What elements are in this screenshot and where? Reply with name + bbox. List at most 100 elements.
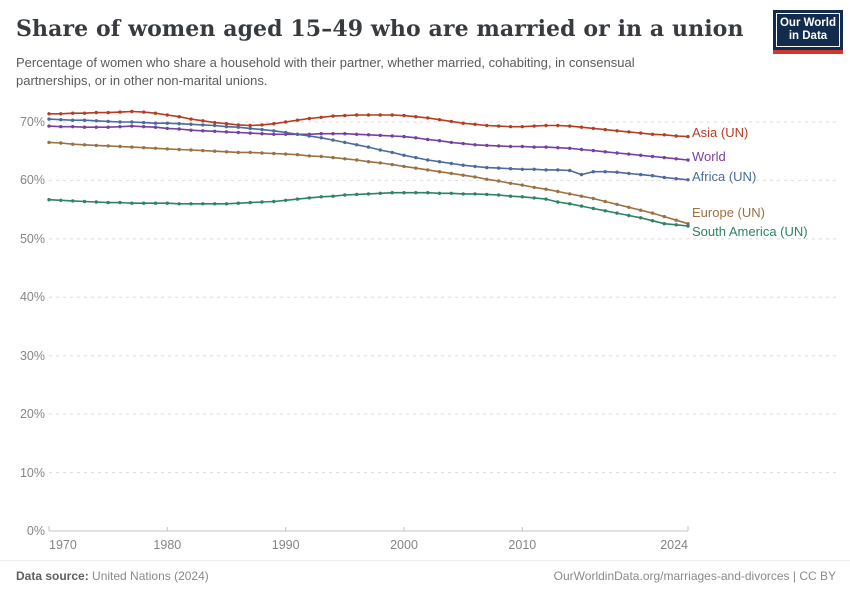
- data-point: [627, 213, 631, 218]
- data-point: [106, 110, 110, 115]
- data-point: [248, 150, 252, 155]
- data-point: [568, 168, 572, 173]
- data-point: [591, 126, 595, 131]
- series-label[interactable]: South America (UN): [692, 223, 808, 239]
- data-point: [390, 134, 394, 138]
- data-point: [189, 202, 193, 206]
- data-point: [82, 111, 87, 115]
- data-point: [142, 146, 146, 150]
- data-point: [142, 201, 146, 205]
- data-point: [343, 193, 347, 197]
- data-point: [390, 113, 394, 117]
- data-point: [130, 201, 134, 205]
- data-point: [532, 124, 536, 128]
- data-point: [165, 126, 169, 131]
- data-point: [201, 119, 205, 123]
- data-point: [260, 200, 264, 204]
- data-point: [307, 116, 311, 121]
- chart-subtitle: Percentage of women who share a househol…: [16, 55, 635, 89]
- data-point: [639, 208, 643, 212]
- data-point: [520, 183, 524, 187]
- data-point: [260, 127, 264, 132]
- data-point: [272, 129, 276, 133]
- data-point: [213, 202, 217, 206]
- data-point: [473, 175, 477, 179]
- y-tick-label: 70%: [19, 114, 45, 129]
- data-point: [461, 192, 465, 196]
- data-point: [615, 129, 619, 133]
- data-point: [639, 131, 643, 135]
- data-point: [224, 202, 229, 206]
- data-point: [82, 118, 87, 122]
- data-point: [627, 130, 631, 134]
- data-point: [94, 110, 99, 115]
- data-point: [497, 193, 501, 197]
- data-point: [473, 143, 477, 147]
- data-point: [485, 192, 489, 197]
- data-point: [485, 123, 489, 128]
- data-point: [224, 125, 229, 129]
- data-point: [331, 155, 335, 160]
- data-point: [650, 219, 655, 223]
- credit-link[interactable]: OurWorldinData.org/marriages-and-divorce…: [553, 569, 836, 583]
- y-tick-label: 20%: [19, 407, 45, 422]
- data-point: [568, 124, 572, 128]
- data-point: [130, 109, 134, 114]
- data-point: [426, 137, 430, 142]
- data-point: [366, 145, 371, 149]
- data-point: [508, 125, 513, 129]
- data-point: [307, 154, 311, 158]
- data-point: [556, 146, 560, 150]
- data-point: [461, 173, 465, 177]
- data-point: [248, 126, 252, 131]
- data-point: [402, 164, 406, 169]
- data-point: [591, 196, 595, 201]
- data-point: [461, 121, 465, 125]
- data-point: [295, 197, 300, 201]
- data-point: [331, 194, 335, 198]
- series-label[interactable]: Africa (UN): [692, 168, 757, 184]
- data-point: [355, 158, 359, 162]
- data-point: [47, 124, 51, 128]
- data-point: [284, 130, 288, 135]
- data-point: [331, 114, 335, 118]
- data-point: [556, 123, 560, 128]
- data-point: [177, 115, 181, 119]
- data-point: [532, 196, 536, 200]
- data-point: [449, 140, 453, 145]
- data-point: [94, 125, 99, 129]
- data-point: [118, 144, 122, 149]
- data-point: [165, 121, 169, 125]
- data-point: [284, 198, 288, 202]
- data-point: [94, 200, 99, 204]
- data-point: [650, 174, 655, 178]
- series-label[interactable]: Europe (UN): [692, 204, 765, 220]
- data-point: [508, 181, 513, 185]
- data-point: [272, 199, 276, 204]
- data-point: [366, 133, 371, 137]
- data-point: [47, 112, 51, 116]
- data-point: [449, 161, 453, 166]
- data-point: [639, 216, 643, 220]
- data-point: [603, 127, 607, 132]
- data-point: [485, 177, 489, 181]
- data-point: [568, 202, 572, 206]
- data-point: [473, 192, 477, 196]
- data-point: [189, 128, 193, 132]
- data-point: [568, 192, 572, 196]
- data-point: [426, 191, 430, 195]
- data-point: [82, 125, 87, 129]
- data-point: [82, 199, 87, 204]
- data-point: [520, 125, 524, 129]
- data-point: [603, 199, 607, 204]
- data-point: [236, 130, 240, 135]
- data-point: [319, 115, 323, 120]
- series-label[interactable]: World: [692, 148, 726, 164]
- data-point: [153, 121, 158, 125]
- data-point: [284, 152, 288, 156]
- series-label[interactable]: Asia (UN): [692, 124, 749, 140]
- data-point: [662, 175, 666, 180]
- data-point: [118, 125, 122, 129]
